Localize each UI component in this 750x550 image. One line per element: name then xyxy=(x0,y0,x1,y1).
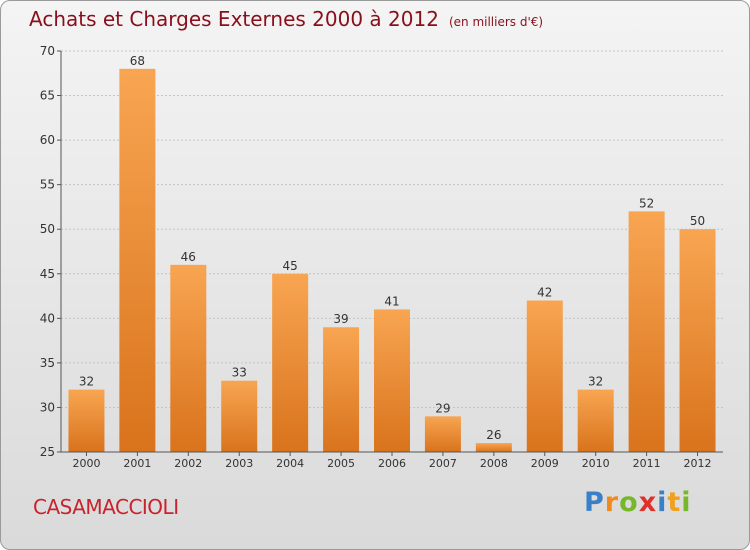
x-tick-label: 2004 xyxy=(276,457,304,470)
y-tick-label: 35 xyxy=(40,356,55,370)
bars xyxy=(68,68,716,453)
labels: 25 30 35 40 45 50 55 60 65 70 32 2000 68 2001 46 2002 33… xyxy=(40,44,712,470)
y-tick-label: 60 xyxy=(40,133,55,147)
y-tick-label: 70 xyxy=(40,44,55,58)
bar xyxy=(119,68,156,453)
x-tick-label: 2007 xyxy=(429,457,457,470)
chart-title: Achats et Charges Externes 2000 à 2012 (e… xyxy=(29,7,544,31)
x-tick-label: 2003 xyxy=(225,457,253,470)
bar xyxy=(221,380,258,452)
bar xyxy=(526,300,563,452)
x-tick-label: 2000 xyxy=(72,457,100,470)
x-tick-label: 2006 xyxy=(378,457,406,470)
bar-value-label: 33 xyxy=(232,366,247,380)
bar-value-label: 42 xyxy=(537,286,552,300)
y-tick-label: 65 xyxy=(40,89,55,103)
bar-value-label: 68 xyxy=(130,54,145,68)
x-tick-label: 2010 xyxy=(582,457,610,470)
bar xyxy=(577,389,614,452)
axes xyxy=(57,50,723,456)
bar xyxy=(475,443,512,452)
x-tick-label: 2009 xyxy=(531,457,559,470)
y-tick-label: 55 xyxy=(40,178,55,192)
y-tick-label: 45 xyxy=(40,267,55,281)
bar xyxy=(628,211,665,452)
bar-value-label: 50 xyxy=(690,214,705,228)
x-tick-label: 2008 xyxy=(480,457,508,470)
bar xyxy=(374,309,410,452)
bar-value-label: 26 xyxy=(486,428,501,442)
bar-value-label: 32 xyxy=(79,375,94,389)
bar xyxy=(424,416,461,452)
bar-value-label: 41 xyxy=(384,294,399,308)
bar xyxy=(679,229,716,452)
x-tick-label: 2002 xyxy=(174,457,202,470)
bar-value-label: 29 xyxy=(435,401,450,415)
bar xyxy=(170,264,207,452)
bar xyxy=(323,327,360,452)
y-tick-label: 50 xyxy=(40,222,55,236)
bar-value-label: 39 xyxy=(333,312,348,326)
chart-subtitle: (en milliers d'€) xyxy=(448,15,544,29)
commune-name: CASAMACCIOLI xyxy=(33,495,179,519)
y-tick-label: 25 xyxy=(40,445,55,459)
x-tick-label: 2001 xyxy=(123,457,151,470)
bar-value-label: 45 xyxy=(283,259,298,273)
x-tick-label: 2005 xyxy=(327,457,355,470)
x-tick-label: 2011 xyxy=(633,457,661,470)
proxiti-logo: Proxiti xyxy=(584,487,692,518)
y-tick-label: 30 xyxy=(40,400,55,414)
bar-value-label: 32 xyxy=(588,375,603,389)
bar-value-label: 52 xyxy=(639,196,654,210)
y-tick-label: 40 xyxy=(40,311,55,325)
bar xyxy=(68,389,105,452)
bar xyxy=(272,273,309,452)
x-tick-label: 2012 xyxy=(684,457,712,470)
bar-value-label: 46 xyxy=(181,250,196,264)
